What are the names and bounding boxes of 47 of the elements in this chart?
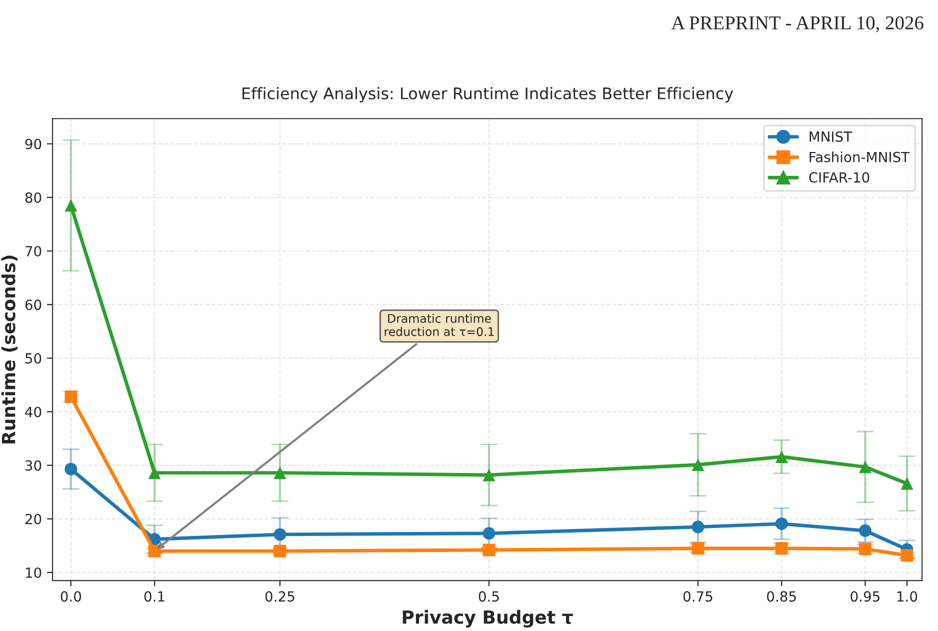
y-tick-label: 20: [25, 514, 42, 524]
y-tick-label: 50: [26, 353, 42, 364]
point: [900, 549, 914, 562]
x-tick-label: 0.85: [767, 591, 796, 602]
x-axis-title: Privacy Budget τ: [402, 610, 573, 628]
x-tick-label: 0.25: [265, 591, 294, 602]
legend-label: MNIST: [810, 131, 852, 142]
y-tick-label: 90: [25, 138, 42, 150]
legend-label: Fashion-MNIST: [810, 152, 910, 162]
point: [274, 528, 286, 541]
x-tick-label: 0.1: [144, 591, 164, 602]
x-tick-label: 1.0: [897, 591, 918, 602]
point: [775, 450, 788, 463]
point: [858, 460, 872, 474]
y-tick-label: 70: [26, 246, 42, 256]
point: [482, 527, 496, 540]
x-tick-label: 0.75: [683, 591, 712, 602]
chart-title: Efficiency Analysis: Lower Runtime Indicates Better Efficiency: [242, 87, 734, 103]
point: [274, 544, 286, 558]
point: [858, 524, 872, 537]
point: [148, 544, 161, 558]
point: [64, 199, 78, 212]
point: [692, 520, 704, 534]
y-axis-title: Runtime (seconds): [1, 256, 18, 444]
x-tick-label: 0.95: [850, 591, 880, 602]
point: [274, 466, 286, 480]
text: A PREPRINT - APRIL 10, 2026: [671, 16, 924, 32]
point: [64, 462, 78, 476]
annotation: Dramatic runtime reduction at τ=0.1: [384, 314, 494, 336]
point: [692, 458, 704, 472]
point: [482, 468, 496, 482]
x-tick-label: 0.5: [478, 591, 499, 602]
y-tick-label: 60: [25, 300, 42, 310]
point: [858, 542, 872, 556]
point: [482, 544, 496, 556]
x-tick-label: 0.0: [60, 591, 82, 602]
point: [64, 390, 78, 403]
point: [692, 542, 704, 555]
y-tick-label: 80: [25, 192, 42, 203]
legend-label: CIFAR-10: [809, 172, 870, 183]
point: [148, 466, 161, 480]
point: [775, 517, 788, 530]
y-tick-label: 40: [25, 406, 42, 418]
y-tick-label: 30: [25, 460, 42, 471]
point: [775, 542, 788, 555]
point: [900, 477, 914, 490]
y-tick-label: 10: [26, 567, 42, 578]
